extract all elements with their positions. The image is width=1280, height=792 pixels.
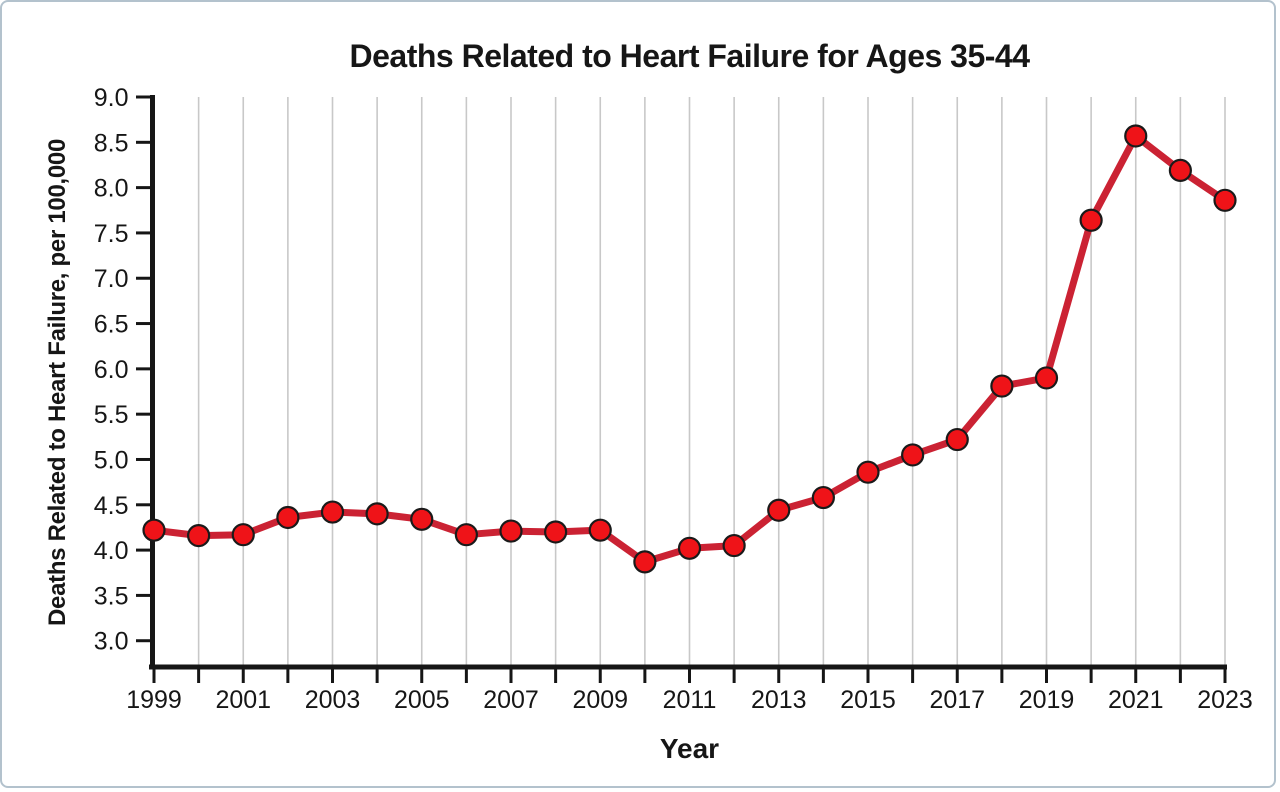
y-tick-label: 5.0 bbox=[94, 446, 129, 474]
x-tick-label: 2011 bbox=[663, 686, 717, 714]
y-tick-label: 9.0 bbox=[94, 84, 129, 112]
data-point-2007 bbox=[499, 519, 523, 543]
data-point-2004 bbox=[365, 502, 389, 526]
x-tick-label: 2023 bbox=[1197, 686, 1253, 714]
data-point-2008 bbox=[544, 520, 568, 544]
y-tick-label: 3.0 bbox=[94, 628, 129, 656]
data-point-2020 bbox=[1079, 208, 1103, 232]
y-tick-label: 7.5 bbox=[94, 220, 129, 248]
y-tick-label: 3.5 bbox=[94, 582, 129, 610]
data-point-2006 bbox=[454, 523, 478, 547]
data-point-1999 bbox=[142, 518, 166, 542]
data-point-2012 bbox=[722, 533, 746, 558]
x-axis-title: Year bbox=[659, 733, 720, 764]
data-point-2003 bbox=[320, 500, 345, 524]
y-tick-label: 5.5 bbox=[94, 401, 129, 429]
data-point-2010 bbox=[633, 550, 657, 574]
y-tick-label: 6.0 bbox=[94, 356, 129, 384]
data-point-2016 bbox=[901, 443, 925, 467]
x-tick-label: 1999 bbox=[126, 686, 182, 714]
x-tick-label: 2009 bbox=[572, 686, 628, 714]
data-point-2023 bbox=[1213, 188, 1237, 212]
y-tick-label: 4.0 bbox=[94, 537, 129, 565]
y-tick-label: 6.5 bbox=[94, 311, 129, 339]
chart-title: Deaths Related to Heart Failure for Ages… bbox=[349, 38, 1030, 74]
data-point-2002 bbox=[276, 505, 300, 530]
y-tick-label: 7.0 bbox=[94, 265, 129, 293]
data-point-2014 bbox=[811, 485, 835, 510]
data-point-2000 bbox=[187, 524, 211, 548]
data-point-2013 bbox=[767, 498, 791, 522]
x-tick-label: 2019 bbox=[1019, 686, 1075, 714]
y-tick-label: 8.0 bbox=[94, 175, 129, 203]
data-point-2011 bbox=[677, 536, 702, 560]
x-tick-label: 2003 bbox=[305, 686, 361, 714]
data-point-2005 bbox=[410, 507, 434, 531]
data-point-2009 bbox=[588, 518, 612, 542]
x-tick-label: 2013 bbox=[751, 686, 807, 714]
data-point-2022 bbox=[1168, 158, 1192, 183]
data-point-2001 bbox=[231, 523, 255, 547]
data-point-2017 bbox=[945, 427, 969, 452]
data-point-2019 bbox=[1034, 366, 1059, 390]
x-tick-label: 2017 bbox=[929, 686, 985, 714]
data-point-2018 bbox=[990, 374, 1014, 398]
data-point-2021 bbox=[1124, 124, 1148, 148]
x-tick-label: 2021 bbox=[1108, 686, 1164, 714]
x-tick-label: 2015 bbox=[840, 686, 896, 714]
x-tick-label: 2001 bbox=[215, 686, 271, 714]
x-tick-label: 2007 bbox=[483, 686, 539, 714]
data-point-2015 bbox=[856, 460, 880, 484]
x-tick-label: 2005 bbox=[394, 686, 450, 714]
y-tick-label: 4.5 bbox=[94, 492, 129, 520]
y-tick-label: 8.5 bbox=[94, 129, 129, 157]
